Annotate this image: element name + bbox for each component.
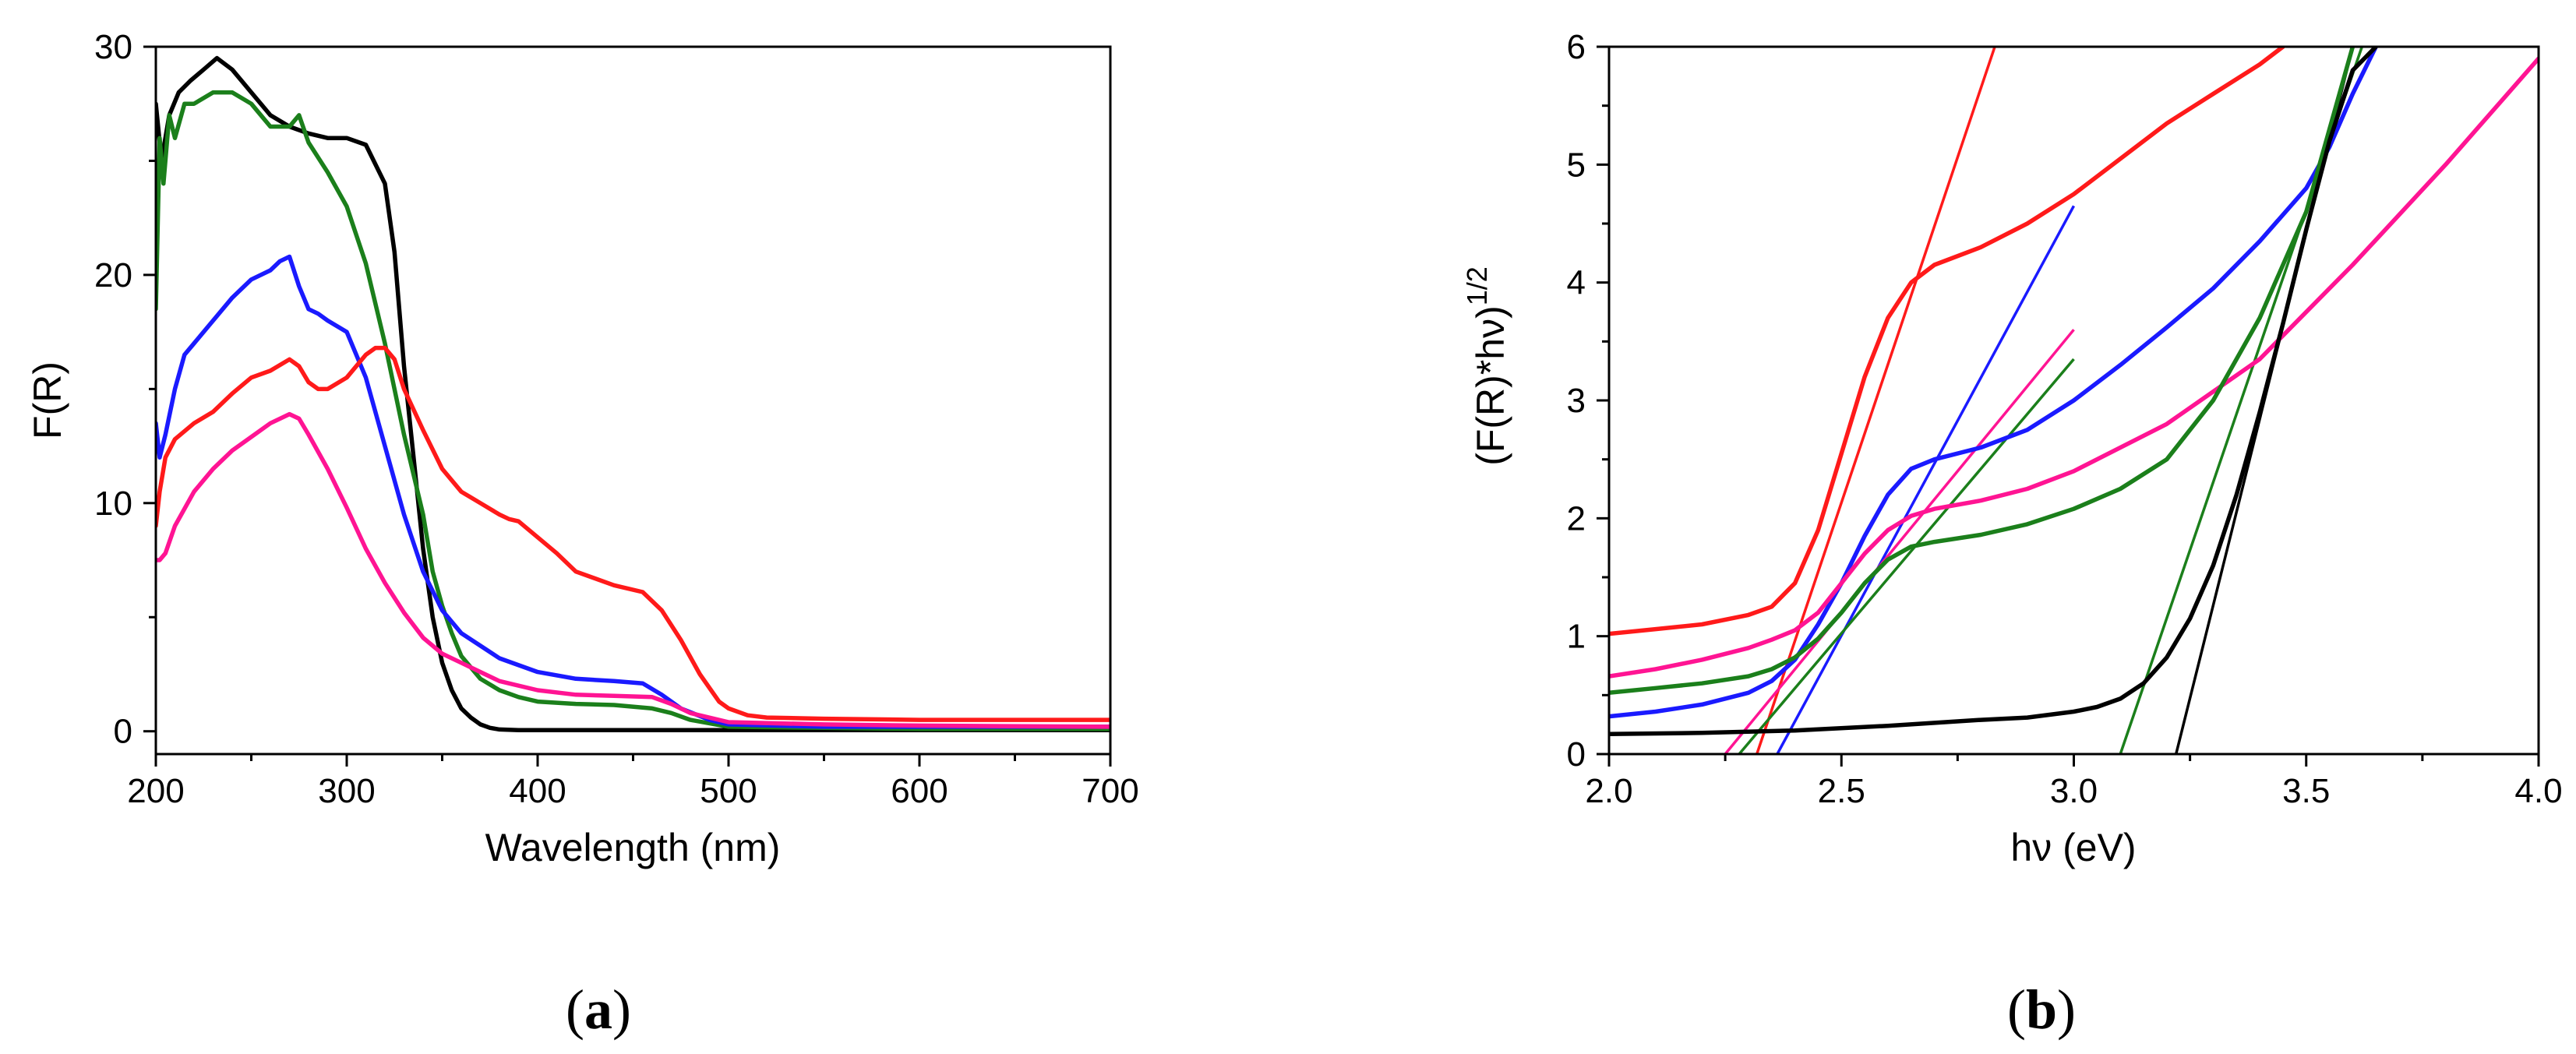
- fit-line-blue-fit: [1776, 205, 2076, 754]
- y-tick-label: 5: [1567, 146, 1586, 184]
- x-tick-label: 200: [127, 772, 184, 810]
- y-tick-label: 2: [1567, 499, 1586, 538]
- panel-a-series-red: [156, 345, 1110, 722]
- panel-a-letter: a: [584, 978, 612, 1041]
- panel-b-y-axis-title-main: (F(R)*hν): [1469, 305, 1512, 466]
- fit-line-pink-fit: [1724, 329, 2075, 754]
- fit-line-green-fit-1: [1738, 358, 2075, 754]
- panel-b-label: (b): [2007, 978, 2076, 1041]
- x-tick-label: 500: [700, 772, 757, 810]
- chart-panel-a: 200 300 400 500 600 700 0 10 20 30 Wavelength (nm…: [26, 28, 1139, 1041]
- y-tick-label: 6: [1567, 28, 1586, 66]
- panel-b-series-green: [1609, 47, 2355, 696]
- panel-a-series-pink: [156, 411, 1110, 729]
- panel-b-fit-lines-group: [1724, 47, 2363, 754]
- x-tick-label: 400: [509, 772, 566, 810]
- y-tick-label: 0: [1567, 735, 1586, 774]
- panel-b-x-axis-title: hν (eV): [2010, 826, 2136, 869]
- panel-a-series-black: [156, 55, 1110, 732]
- panel-a-y-axis-title: F(R): [26, 361, 69, 439]
- panel-a-plot-frame: [154, 45, 1112, 756]
- panel-b-series-pink: [1609, 56, 2539, 679]
- y-tick-label: 1: [1567, 618, 1586, 656]
- x-tick-label: 2.5: [1818, 772, 1865, 810]
- chart-panel-b: 2.0 2.5 3.0 3.5 4.0 0 1 2 3 4 5 6 hν (eV) (F(R)*hν)…: [1461, 28, 2563, 1041]
- panel-b-y-axis-title: (F(R)*hν)1/2: [1461, 266, 1512, 466]
- panel-a-x-axis-title: Wavelength (nm): [485, 826, 781, 869]
- x-tick-label: 3.0: [2050, 772, 2098, 810]
- panel-a-label: (a): [566, 978, 631, 1041]
- x-tick-label: 2.0: [1585, 772, 1632, 810]
- panel-b-series-group: [1609, 47, 2539, 737]
- y-tick-label: 0: [114, 713, 132, 751]
- panel-a-series-green: [156, 90, 1110, 731]
- panel-b-letter: b: [2026, 978, 2057, 1041]
- panel-b-ticks: 2.0 2.5 3.0 3.5 4.0 0 1 2 3 4 5 6: [1567, 28, 2563, 810]
- fit-line-red-fit: [1756, 47, 1996, 754]
- y-tick-label: 20: [94, 256, 132, 294]
- x-tick-label: 4.0: [2514, 772, 2562, 810]
- panel-b-y-axis-title-exponent: 1/2: [1461, 266, 1493, 305]
- x-tick-label: 300: [318, 772, 375, 810]
- y-tick-label: 4: [1567, 264, 1586, 302]
- panel-a-series-blue: [156, 254, 1110, 729]
- x-tick-label: 700: [1082, 772, 1138, 810]
- y-tick-label: 3: [1567, 382, 1586, 420]
- y-tick-label: 10: [94, 485, 132, 523]
- panel-a-series-group: [156, 55, 1110, 732]
- x-tick-label: 600: [891, 772, 947, 810]
- panel-b-series-black: [1609, 47, 2378, 737]
- panel-b-series-blue: [1609, 47, 2378, 719]
- panel-b-series-red: [1609, 47, 2285, 636]
- panel-a-ticks: 200 300 400 500 600 700 0 10 20 30: [94, 28, 1139, 810]
- x-tick-label: 3.5: [2282, 772, 2330, 810]
- y-tick-label: 30: [94, 28, 132, 66]
